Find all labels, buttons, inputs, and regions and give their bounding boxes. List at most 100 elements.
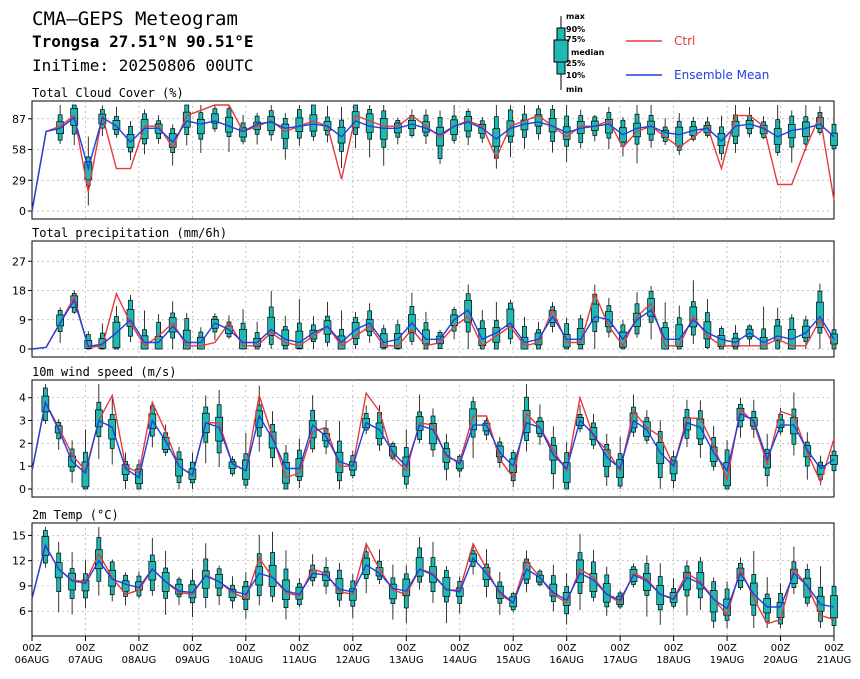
- box-iqr: [450, 119, 458, 135]
- panel-3: [28, 522, 838, 637]
- x-tick-hour: 00Z: [22, 643, 42, 654]
- box-17: [267, 290, 276, 349]
- box-iqr: [188, 584, 197, 599]
- box-iqr: [268, 564, 277, 587]
- x-tick-date: 15AUG: [496, 655, 531, 666]
- x-tick-hour: 00Z: [343, 643, 363, 654]
- box-33: [469, 396, 477, 459]
- x-tick-date: 06AUG: [15, 655, 50, 666]
- x-tick-date: 17AUG: [603, 655, 638, 666]
- box-iqr: [267, 316, 276, 336]
- box-26: [393, 117, 402, 145]
- box-29: [415, 537, 424, 590]
- box-iqr: [422, 329, 430, 345]
- panel-frame: [31, 100, 835, 220]
- box-iqr: [112, 119, 121, 130]
- ctrl-line: [31, 291, 835, 350]
- box-7: [126, 121, 135, 161]
- box-18: [268, 531, 277, 603]
- mean-line: [31, 543, 835, 610]
- box-27: [389, 564, 397, 620]
- box-iqr: [469, 408, 477, 431]
- y-tick-label: 0: [19, 343, 26, 356]
- box-30: [450, 105, 458, 144]
- legend-ctrl-label: Ctrl: [674, 34, 695, 48]
- box-25: [379, 105, 388, 166]
- box-iqr: [282, 579, 290, 600]
- y-tick-label: 15: [12, 529, 26, 542]
- box-26: [393, 319, 402, 350]
- box-37: [522, 384, 531, 452]
- box-31: [464, 108, 473, 146]
- box-iqr: [723, 462, 731, 487]
- box-32: [478, 310, 487, 350]
- box-34: [506, 299, 515, 345]
- box-iqr: [675, 324, 684, 347]
- box-27: [408, 292, 416, 346]
- box-24: [348, 574, 357, 619]
- x-tick-hour: 00Z: [129, 643, 149, 654]
- y-tick-label: 1: [19, 460, 26, 473]
- box-iqr: [322, 571, 330, 581]
- legend-box-label-1: 90%: [566, 25, 585, 34]
- box-6: [112, 305, 121, 350]
- box-11: [182, 313, 191, 350]
- y-tick-label: 18: [12, 285, 26, 298]
- box-iqr: [56, 314, 64, 327]
- box-iqr: [351, 321, 360, 340]
- x-tick-hour: 00Z: [771, 643, 791, 654]
- x-tick-hour: 00Z: [290, 643, 310, 654]
- box-35: [520, 316, 529, 350]
- legend-box-label-2: 75%: [566, 35, 585, 44]
- legend-box-label-5: 10%: [566, 71, 585, 80]
- box-9: [154, 314, 163, 350]
- box-57: [830, 118, 838, 160]
- x-tick-date: 12AUG: [335, 655, 370, 666]
- box-iqr: [773, 325, 782, 342]
- box-iqr: [351, 111, 360, 129]
- x-tick-hour: 00Z: [396, 643, 416, 654]
- mean-line: [31, 116, 835, 212]
- box-50: [696, 400, 705, 458]
- y-tick-label: 3: [19, 415, 26, 428]
- box-iqr: [94, 409, 103, 428]
- box-7: [121, 452, 130, 489]
- box-iqr: [415, 557, 424, 577]
- box-59: [816, 566, 825, 628]
- legend-box-label-6: min: [566, 85, 583, 94]
- box-38: [562, 317, 571, 350]
- x-tick-date: 08AUG: [122, 655, 157, 666]
- y-tick-label: 6: [19, 605, 26, 618]
- box-24: [365, 105, 374, 158]
- box-47: [689, 280, 698, 344]
- box-iqr: [126, 134, 135, 148]
- box-51: [745, 107, 754, 138]
- x-tick-date: 11AUG: [282, 655, 317, 666]
- box-iqr: [121, 580, 130, 592]
- box-iqr: [309, 114, 318, 132]
- box-55: [763, 577, 772, 628]
- box-20: [295, 578, 304, 608]
- box-23: [335, 421, 344, 489]
- x-tick-date: 07AUG: [68, 655, 103, 666]
- panel-title: Total Cloud Cover (%): [32, 86, 184, 100]
- x-tick-date: 10AUG: [229, 655, 264, 666]
- box-23: [351, 104, 360, 149]
- box-31: [442, 566, 451, 624]
- box-53: [773, 307, 782, 350]
- ctrl-line: [31, 391, 835, 485]
- x-tick-date: 16AUG: [549, 655, 584, 666]
- box-iqr: [255, 566, 264, 586]
- box-58: [803, 432, 812, 480]
- panel-1: [28, 240, 838, 358]
- y-tick-label: 58: [12, 144, 26, 157]
- mean-line: [31, 298, 835, 350]
- box-53: [736, 397, 745, 438]
- box-12: [196, 105, 205, 153]
- box-17: [255, 534, 264, 606]
- box-iqr: [830, 132, 838, 146]
- box-48: [703, 298, 712, 349]
- box-19: [295, 105, 304, 146]
- meteogram-title: CMA—GEPS Meteogram: [32, 8, 238, 30]
- box-iqr: [148, 561, 157, 581]
